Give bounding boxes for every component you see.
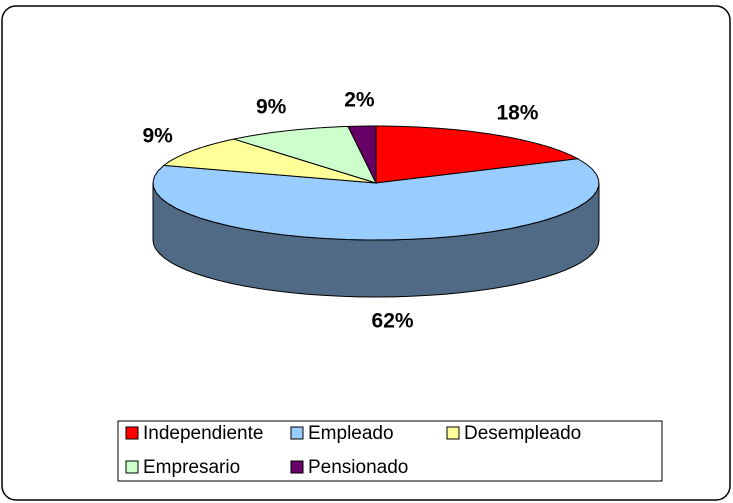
legend-swatch [125, 426, 139, 440]
data-label: 9% [142, 124, 173, 147]
legend-swatch [446, 426, 460, 440]
legend-swatch [290, 426, 304, 440]
slice [162, 138, 377, 184]
data-label: 18% [496, 101, 538, 124]
data-label: 62% [372, 309, 414, 332]
data-label: 2% [344, 89, 375, 112]
legend-label: Desempleado [464, 423, 581, 444]
legend-label: Empresario [143, 457, 240, 478]
slice [233, 125, 377, 184]
legend-swatch [290, 460, 304, 474]
slice [375, 125, 580, 184]
data-label: 9% [256, 95, 287, 118]
legend-label: Empleado [308, 423, 394, 444]
slice [347, 125, 377, 184]
legend-label: Pensionado [308, 457, 408, 478]
legend-box [117, 420, 663, 482]
slice [152, 158, 600, 241]
legend-label: Independiente [143, 423, 263, 444]
legend-swatch [125, 460, 139, 474]
